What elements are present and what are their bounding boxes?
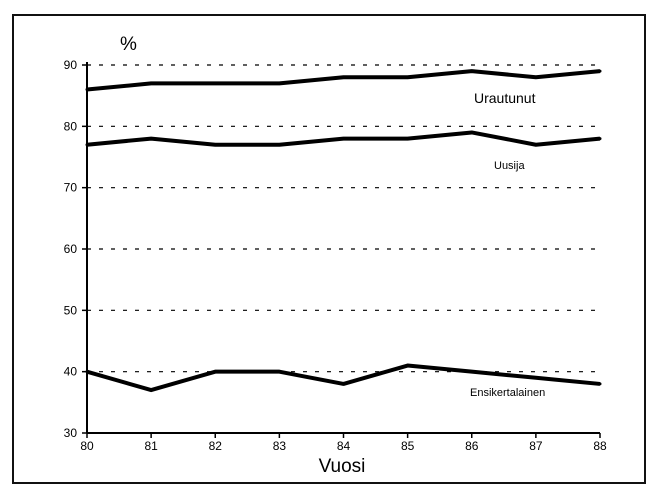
x-tick-label-86: 86 bbox=[465, 439, 479, 453]
point-ensikertalainen-83 bbox=[277, 370, 281, 374]
point-urautunut-86 bbox=[470, 69, 474, 73]
x-tick-label-88: 88 bbox=[593, 439, 607, 453]
series-line-urautunut bbox=[86, 69, 601, 92]
point-uusija-82 bbox=[213, 143, 217, 147]
y-tick-labels: 30 40 50 60 70 80 90 bbox=[64, 58, 78, 440]
y-tick-label-90: 90 bbox=[64, 58, 78, 72]
y-tick-label-40: 40 bbox=[64, 365, 78, 379]
series-label-uusija: Uusija bbox=[494, 160, 525, 172]
series-label-urautunut: Urautunut bbox=[474, 90, 536, 106]
point-ensikertalainen-87 bbox=[534, 376, 538, 380]
y-tick-label-60: 60 bbox=[64, 242, 78, 256]
point-uusija-81 bbox=[149, 137, 153, 141]
series-label-ensikertalainen: Ensikertalainen bbox=[470, 387, 545, 399]
x-tick-label-82: 82 bbox=[209, 439, 223, 453]
y-tick-label-80: 80 bbox=[64, 119, 78, 133]
point-ensikertalainen-85 bbox=[406, 364, 410, 368]
point-ensikertalainen-84 bbox=[342, 382, 345, 386]
point-urautunut-85 bbox=[406, 75, 410, 79]
y-tick-label-70: 70 bbox=[64, 181, 78, 195]
point-ensikertalainen-80 bbox=[85, 370, 89, 374]
x-tick-label-80: 80 bbox=[80, 439, 94, 453]
gridlines bbox=[87, 64, 600, 373]
x-tick-label-85: 85 bbox=[401, 439, 415, 453]
point-urautunut-80 bbox=[85, 88, 89, 92]
series-labels: Urautunut Uusija Ensikertalainen bbox=[470, 90, 545, 399]
x-axis-label: Vuosi bbox=[319, 456, 366, 477]
point-urautunut-81 bbox=[149, 81, 153, 85]
y-tick-label-30: 30 bbox=[64, 426, 78, 440]
point-ensikertalainen-86 bbox=[470, 370, 474, 374]
point-uusija-83 bbox=[277, 143, 281, 147]
x-tick-labels: 80 81 82 83 84 85 86 87 88 bbox=[80, 439, 607, 453]
point-urautunut-82 bbox=[213, 81, 217, 85]
point-ensikertalainen-82 bbox=[213, 370, 217, 374]
point-uusija-85 bbox=[406, 137, 410, 141]
point-ensikertalainen-81 bbox=[149, 388, 153, 392]
point-ensikertalainen-88 bbox=[598, 382, 602, 386]
x-tick-label-84: 84 bbox=[337, 439, 351, 453]
series-lines bbox=[85, 69, 602, 393]
point-urautunut-87 bbox=[534, 75, 538, 79]
point-uusija-80 bbox=[85, 143, 89, 147]
point-urautunut-83 bbox=[277, 81, 281, 85]
point-uusija-87 bbox=[534, 143, 538, 147]
y-tick-label-50: 50 bbox=[64, 303, 78, 317]
point-urautunut-84 bbox=[342, 75, 345, 79]
point-uusija-88 bbox=[598, 137, 602, 141]
x-tick-label-83: 83 bbox=[273, 439, 287, 453]
point-urautunut-88 bbox=[598, 69, 602, 73]
y-unit-label: % bbox=[120, 34, 137, 55]
point-uusija-84 bbox=[342, 137, 345, 141]
x-tick-label-87: 87 bbox=[529, 439, 543, 453]
point-uusija-86 bbox=[470, 130, 474, 134]
x-tick-label-81: 81 bbox=[144, 439, 158, 453]
